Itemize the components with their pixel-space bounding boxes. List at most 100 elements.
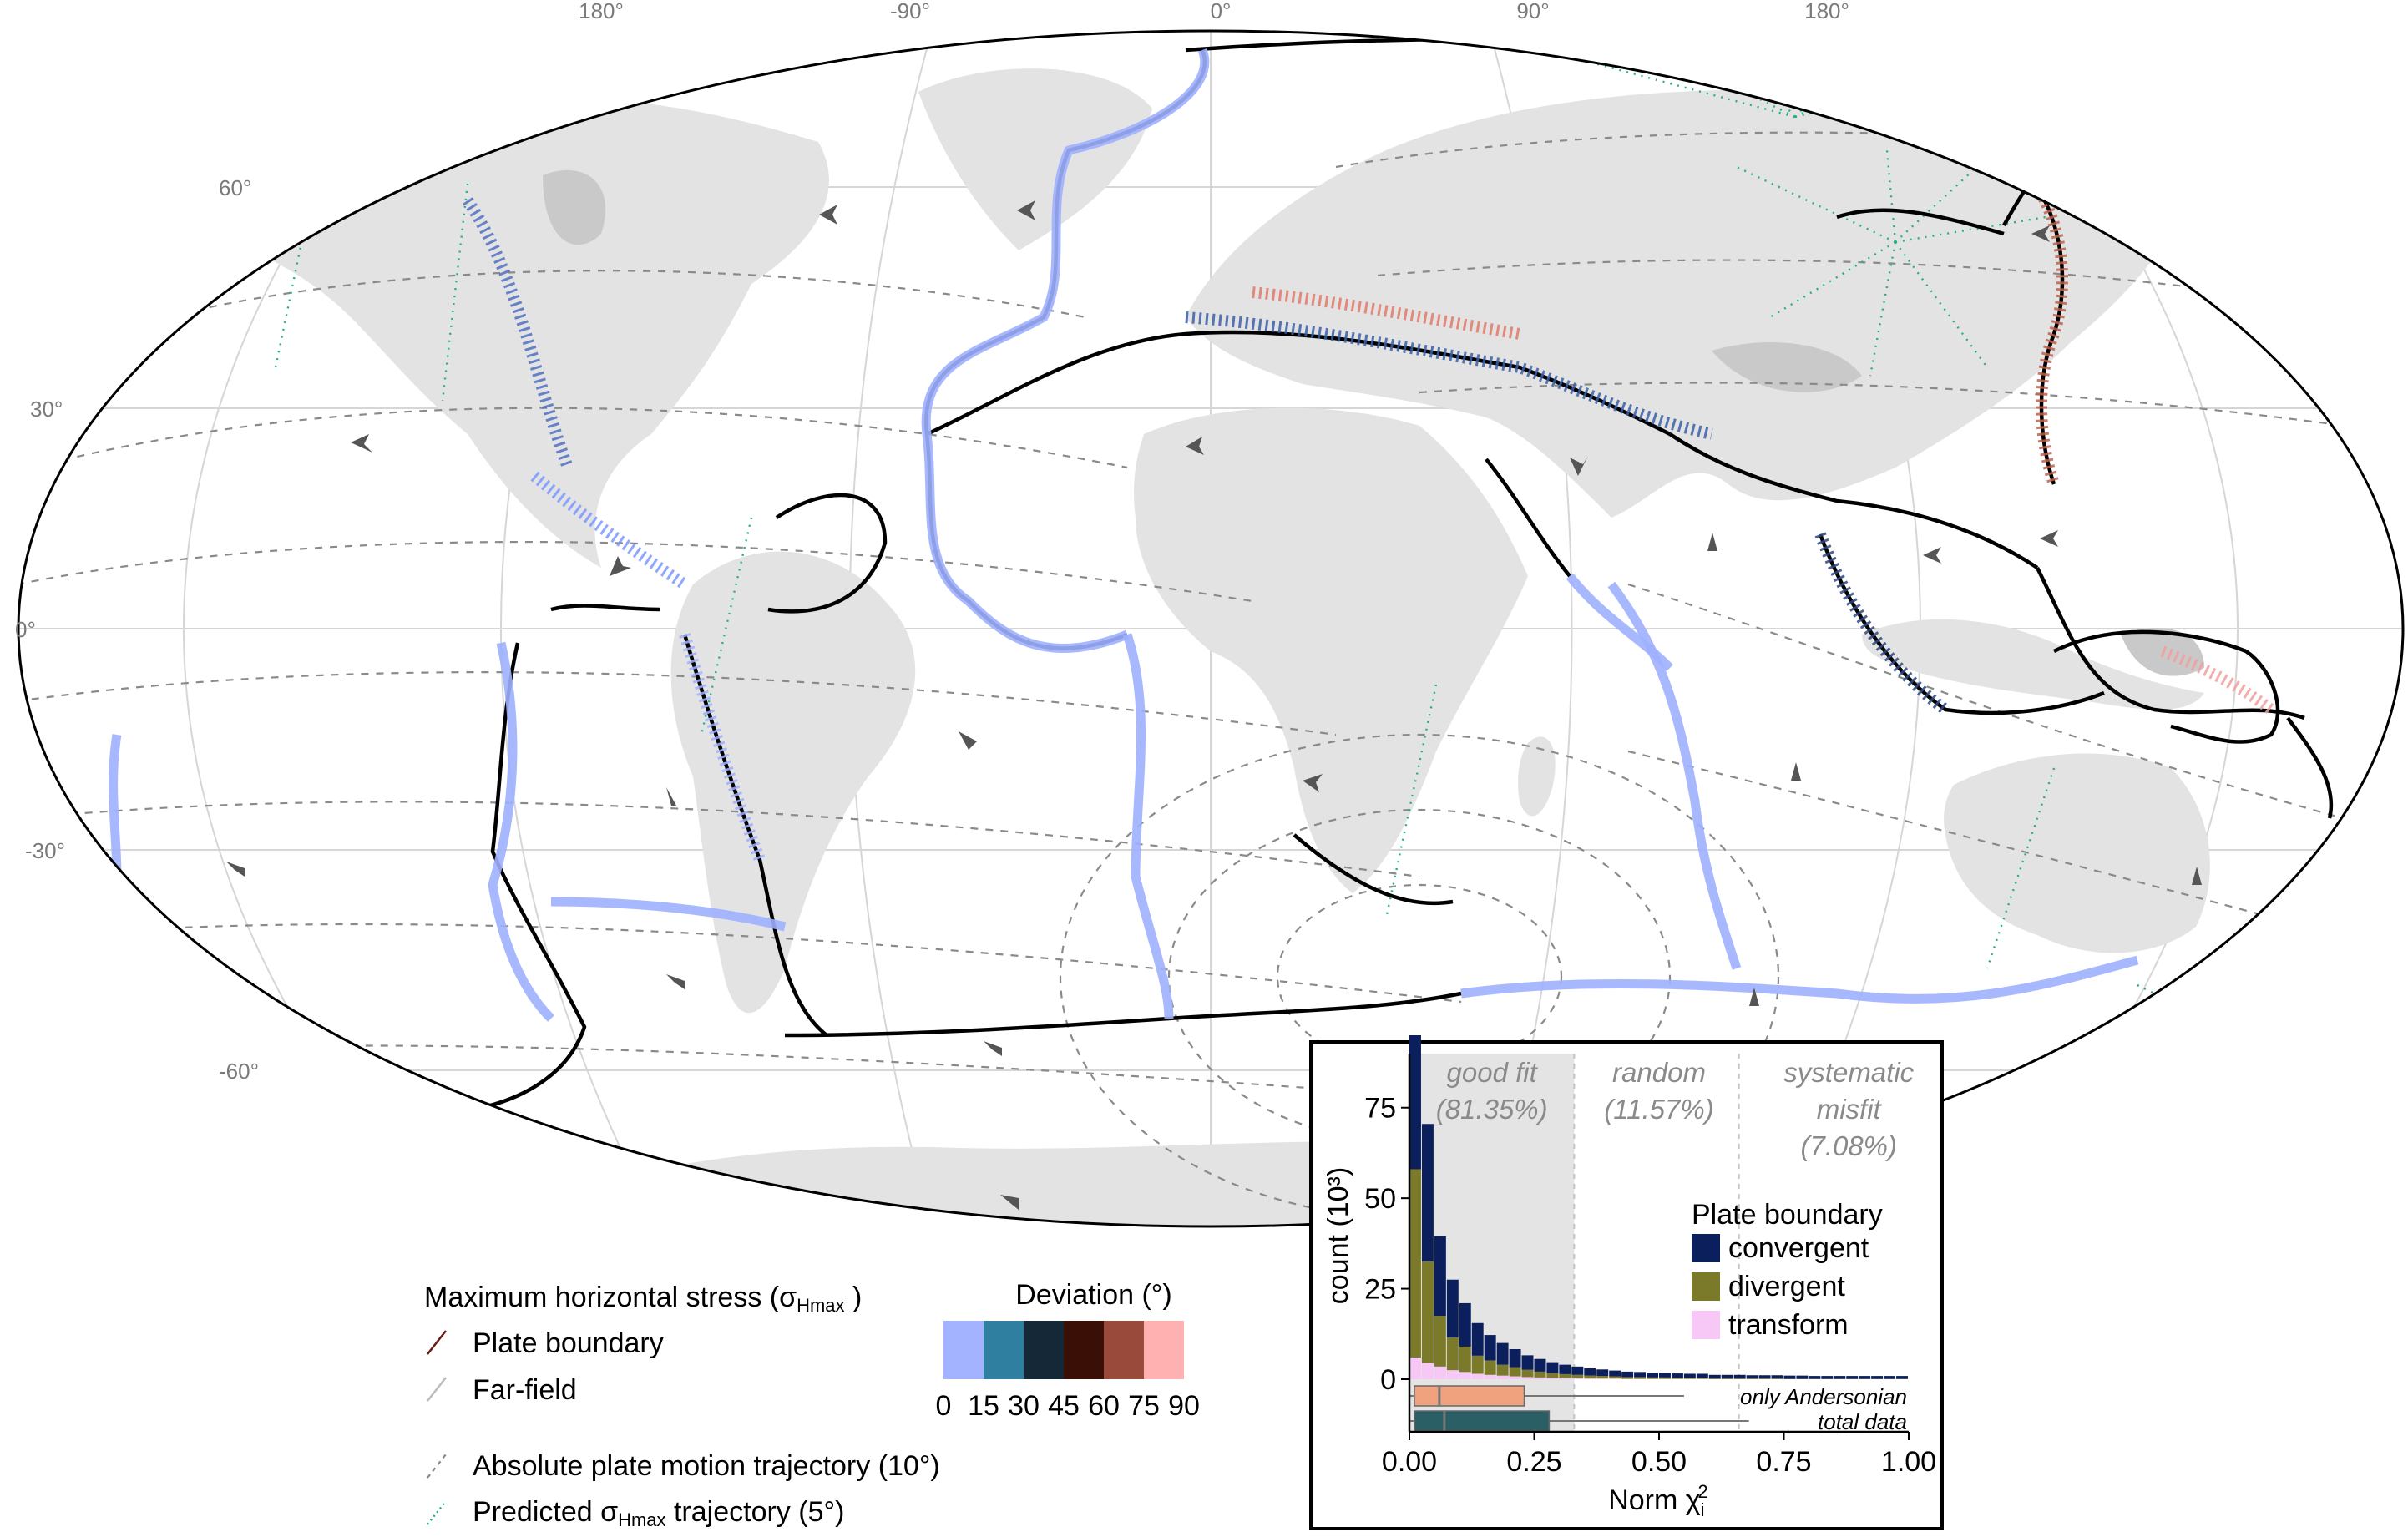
madagascar bbox=[1518, 736, 1556, 817]
histogram-bar-convergent bbox=[1859, 1376, 1871, 1379]
histogram-bar-divergent bbox=[1621, 1377, 1634, 1379]
histogram-bar-transform bbox=[1446, 1370, 1459, 1379]
histogram-bar-transform bbox=[1571, 1378, 1584, 1379]
histogram-bar-divergent bbox=[1708, 1378, 1721, 1379]
plate-motion-arrows bbox=[226, 109, 2202, 1210]
boxplot-box bbox=[1414, 1410, 1551, 1432]
histogram-bar-convergent bbox=[1571, 1366, 1584, 1375]
x-tick-label: 0.25 bbox=[1506, 1446, 1561, 1478]
histogram-bar-transform bbox=[1609, 1378, 1621, 1379]
deviation-swatch bbox=[943, 1321, 984, 1379]
deviation-swatch bbox=[1104, 1321, 1144, 1379]
boundary-stress bbox=[463, 171, 2275, 862]
zone-label: (81.35%) bbox=[1436, 1094, 1548, 1125]
x-tick-label: 0.75 bbox=[1756, 1446, 1811, 1478]
zone-label: random bbox=[1612, 1057, 1706, 1088]
zone-label: (7.08%) bbox=[1800, 1130, 1897, 1161]
histogram-bar-divergent bbox=[1421, 1261, 1434, 1363]
histogram-bar-transform bbox=[1596, 1378, 1609, 1379]
y-tick-label: 0 bbox=[1380, 1364, 1396, 1396]
boxplot-label: total data bbox=[1818, 1409, 1907, 1434]
stress-legend: Maximum horizontal stress (σHmax ) Plate… bbox=[424, 1282, 940, 1530]
plate-boundary-swatch bbox=[427, 1330, 447, 1355]
deviation-tick: 30 bbox=[1008, 1390, 1040, 1422]
lon-label: 180° bbox=[579, 0, 624, 23]
eurasia bbox=[1186, 89, 2188, 518]
histogram-bar-divergent bbox=[1446, 1337, 1459, 1371]
histogram-bar-convergent bbox=[1671, 1373, 1683, 1378]
deviation-swatch bbox=[1024, 1321, 1064, 1379]
histogram-bar-convergent bbox=[1896, 1376, 1908, 1379]
histogram-bar-divergent bbox=[1434, 1316, 1446, 1367]
histogram-bar-convergent bbox=[1509, 1349, 1521, 1368]
lon-label: 180° bbox=[1804, 0, 1849, 23]
southeast-asia-islands bbox=[1862, 619, 2204, 710]
histogram-bar-convergent bbox=[1471, 1322, 1484, 1356]
histogram-bar-divergent bbox=[1609, 1376, 1621, 1379]
histogram-bar-convergent bbox=[1783, 1375, 1796, 1379]
histogram-bar-divergent bbox=[1459, 1346, 1471, 1373]
histogram-bar-convergent bbox=[1884, 1376, 1896, 1379]
x-axis-title: Norm χi2 bbox=[1608, 1481, 1708, 1520]
south-america bbox=[670, 551, 916, 1014]
inset-legend-label: divergent bbox=[1728, 1271, 1845, 1302]
y-axis-title: count (10³) bbox=[1323, 1167, 1354, 1304]
predicted-label: Predicted σHmax trajectory (5°) bbox=[473, 1496, 844, 1530]
lon-label: 0° bbox=[1211, 0, 1232, 23]
histogram-bar-convergent bbox=[1421, 1124, 1434, 1262]
apm-label: Absolute plate motion trajectory (10°) bbox=[473, 1450, 940, 1482]
africa bbox=[1134, 407, 1528, 893]
y-tick-label: 25 bbox=[1364, 1274, 1396, 1306]
lat-label: 0° bbox=[15, 617, 36, 642]
histogram-bar-divergent bbox=[1534, 1371, 1546, 1378]
deviation-swatch bbox=[1144, 1321, 1184, 1379]
histogram-bar-convergent bbox=[1834, 1376, 1846, 1379]
north-america bbox=[200, 99, 829, 569]
histogram-bar-convergent bbox=[1484, 1335, 1496, 1361]
deviation-tick: 45 bbox=[1048, 1390, 1080, 1422]
histogram-bar-divergent bbox=[1771, 1378, 1783, 1379]
histogram-bar-convergent bbox=[1659, 1373, 1671, 1378]
histogram-bar-convergent bbox=[1534, 1358, 1546, 1372]
histogram-bar-divergent bbox=[1484, 1360, 1496, 1375]
inset-legend-label: convergent bbox=[1728, 1232, 1869, 1264]
histogram-bar-transform bbox=[1534, 1377, 1546, 1379]
deviation-tick: 15 bbox=[968, 1390, 999, 1422]
inset-legend-swatch bbox=[1692, 1272, 1720, 1301]
histogram-bar-convergent bbox=[1771, 1375, 1783, 1379]
histogram-bar-transform bbox=[1559, 1378, 1571, 1379]
histogram-bar-divergent bbox=[1746, 1378, 1758, 1379]
histogram-bar-convergent bbox=[1796, 1375, 1809, 1379]
histogram-bar-convergent bbox=[1559, 1364, 1571, 1374]
histogram-bar-transform bbox=[1484, 1374, 1496, 1379]
histogram-bar-divergent bbox=[1496, 1364, 1509, 1376]
histogram-bar-divergent bbox=[1596, 1376, 1609, 1379]
histogram-bar-convergent bbox=[1683, 1373, 1696, 1378]
deviation-swatch bbox=[1064, 1321, 1104, 1379]
histogram-bar-divergent bbox=[1584, 1375, 1596, 1379]
histogram-bar-divergent bbox=[1559, 1373, 1571, 1378]
inset-chart: good fit (81.35%) random (11.57%) systematic… bbox=[1309, 1035, 1944, 1530]
histogram-bar-convergent bbox=[1647, 1373, 1658, 1378]
inset-legend-swatch bbox=[1692, 1311, 1720, 1339]
histogram-bar-transform bbox=[1584, 1378, 1596, 1379]
histogram-bar-transform bbox=[1459, 1372, 1471, 1379]
deviation-title: Deviation (°) bbox=[1015, 1279, 1171, 1311]
lon-label: -90° bbox=[890, 0, 930, 23]
y-tick-label: 50 bbox=[1364, 1183, 1396, 1215]
zone-label: systematic bbox=[1783, 1057, 1914, 1088]
deviation-colorbar: Deviation (°) 0 15 30 45 60 75 90 bbox=[936, 1279, 1200, 1422]
histogram-bar-transform bbox=[1509, 1376, 1521, 1379]
histogram-bar-divergent bbox=[1409, 1169, 1421, 1358]
lat-label: -30° bbox=[25, 838, 65, 863]
plate-boundary-label: Plate boundary bbox=[473, 1327, 664, 1359]
x-tick-label: 1.00 bbox=[1881, 1446, 1936, 1478]
histogram-bar-convergent bbox=[1521, 1355, 1534, 1370]
histogram-bar-transform bbox=[1434, 1366, 1446, 1379]
histogram-bar-divergent bbox=[1521, 1369, 1534, 1378]
histogram-bar-convergent bbox=[1409, 1035, 1421, 1170]
histogram-bar-convergent bbox=[1758, 1375, 1771, 1379]
boxplot-box bbox=[1414, 1385, 1525, 1407]
histogram-bar-divergent bbox=[1471, 1355, 1484, 1374]
histogram-bar-transform bbox=[1496, 1375, 1509, 1379]
